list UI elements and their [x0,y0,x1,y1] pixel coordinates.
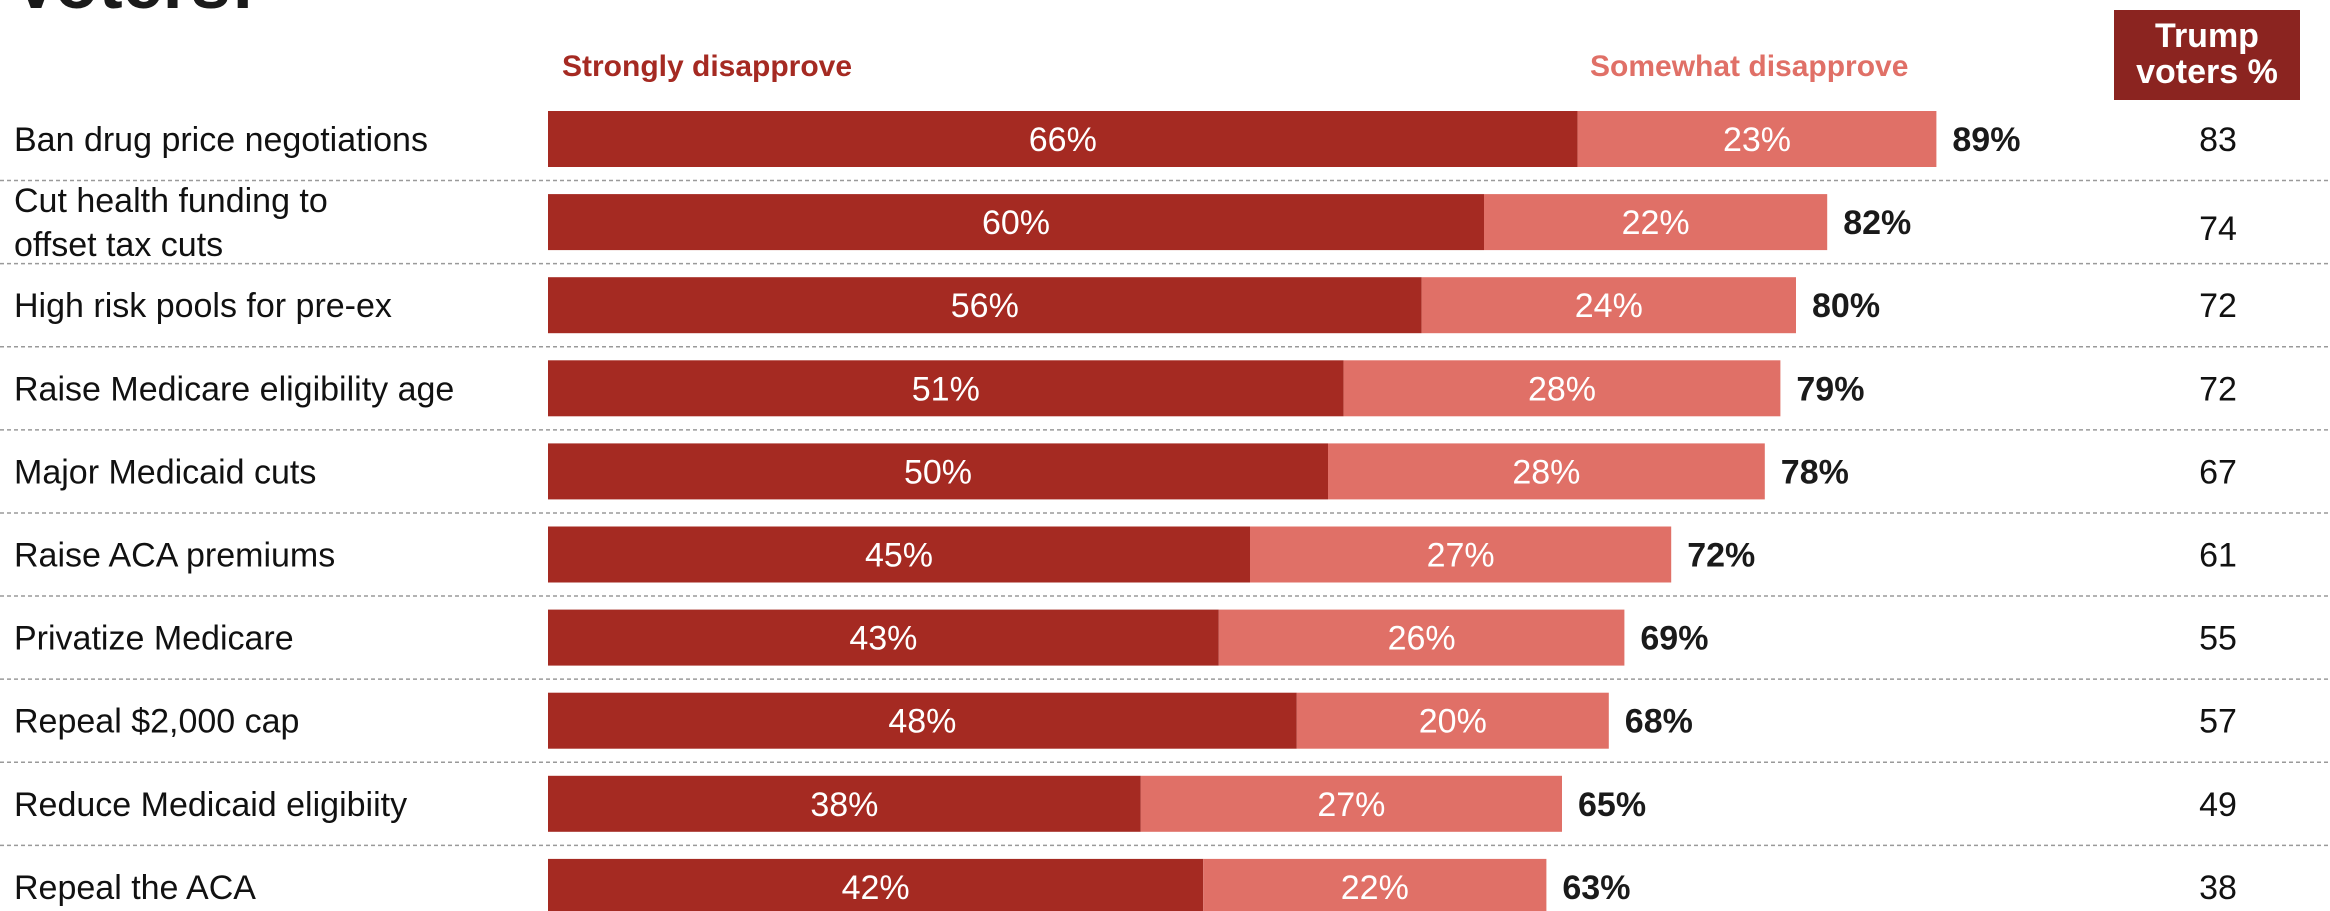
bar-somewhat-disapprove [1484,194,1828,251]
value-label-somewhat: 23% [1723,121,1791,159]
trump-voters-value: 57 [2199,703,2237,741]
category-label: Cut health funding to offset tax cuts [14,182,328,264]
trump-voters-value: 55 [2199,620,2237,658]
category-label: Major Medicaid cuts [14,453,316,491]
bar-somewhat-disapprove [1140,775,1562,832]
total-label: 78% [1781,453,1849,491]
category-label: Repeal the ACA [14,869,256,907]
total-label: 65% [1578,786,1646,824]
trump-voters-value: 72 [2199,370,2237,408]
total-label: 63% [1562,869,1630,907]
value-label-somewhat: 27% [1427,537,1495,575]
bar-strongly-disapprove [548,692,1297,749]
category-label: Repeal $2,000 cap [14,703,299,741]
trump-voters-header: Trump voters % [2114,10,2300,100]
legend-somewhat-disapprove: Somewhat disapprove [1590,50,1909,83]
trump-header-line-1: Trump [2155,17,2259,56]
category-label: Raise ACA premiums [14,537,335,575]
bar-strongly-disapprove [548,609,1219,666]
category-label: Ban drug price negotiations [14,121,428,159]
total-label: 79% [1796,370,1864,408]
total-label: 82% [1843,204,1911,242]
trump-voters-value: 49 [2199,786,2237,824]
legend-strongly-disapprove: Strongly disapprove [562,50,853,83]
bar-strongly-disapprove [548,443,1328,500]
bar-somewhat-disapprove [1296,692,1609,749]
total-label: 72% [1687,537,1755,575]
bar-strongly-disapprove [548,277,1422,334]
value-label-strongly: 48% [888,703,956,741]
bar-somewhat-disapprove [1218,609,1625,666]
value-label-strongly: 45% [865,537,933,575]
value-label-somewhat: 26% [1388,620,1456,658]
category-label: Raise Medicare eligibility age [14,370,454,408]
value-label-strongly: 43% [849,620,917,658]
value-label-somewhat: 22% [1622,204,1690,242]
trump-voters-value: 67 [2199,453,2237,491]
value-label-strongly: 60% [982,204,1050,242]
total-label: 80% [1812,287,1880,325]
total-label: 69% [1640,620,1708,658]
chart-title-fragment: Voters: [12,0,255,20]
bar-somewhat-disapprove [1577,111,1937,167]
category-label: High risk pools for pre-ex [14,287,392,325]
value-label-strongly: 38% [810,786,878,824]
category-label: Privatize Medicare [14,620,294,658]
value-label-strongly: 51% [912,370,980,408]
bar-strongly-disapprove [548,194,1484,251]
bar-somewhat-disapprove [1328,443,1765,500]
bar-strongly-disapprove [548,775,1141,832]
bar-strongly-disapprove [548,526,1250,583]
value-label-strongly: 66% [1029,121,1097,159]
trump-voters-value: 61 [2199,537,2237,575]
value-label-strongly: 50% [904,453,972,491]
category-label: Reduce Medicaid eligibiity [14,786,407,824]
trump-header-line-2: voters % [2136,53,2278,91]
bar-somewhat-disapprove [1250,526,1672,583]
value-label-strongly: 42% [842,869,910,907]
value-label-somewhat: 27% [1317,786,1385,824]
bar-strongly-disapprove [548,858,1204,911]
bar-somewhat-disapprove [1343,360,1781,417]
bar-strongly-disapprove [548,111,1578,167]
bar-somewhat-disapprove [1421,277,1796,334]
value-label-somewhat: 28% [1512,453,1580,491]
value-label-somewhat: 28% [1528,370,1596,408]
trump-voters-value: 38 [2199,869,2237,907]
value-label-somewhat: 20% [1419,703,1487,741]
value-label-somewhat: 24% [1575,287,1643,325]
bar-strongly-disapprove [548,360,1344,417]
total-label: 68% [1625,703,1693,741]
value-label-somewhat: 22% [1341,869,1409,907]
total-label: 89% [1952,121,2020,159]
trump-voters-value: 83 [2199,121,2237,159]
value-label-strongly: 56% [951,287,1019,325]
bar-somewhat-disapprove [1203,858,1547,911]
trump-voters-value: 74 [2199,210,2237,248]
trump-voters-value: 72 [2199,287,2237,325]
